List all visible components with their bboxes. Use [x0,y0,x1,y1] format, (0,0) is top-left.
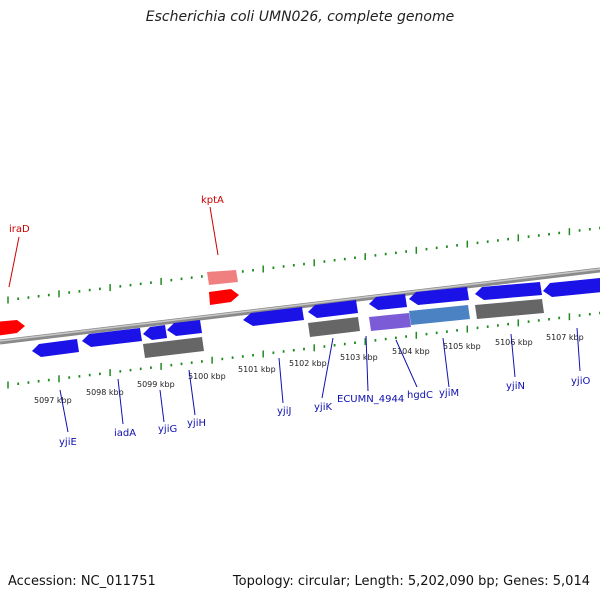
gene-label-yjiG: yjiG [158,424,177,435]
reverse-gene-yjiK[interactable] [308,300,358,318]
leader-line-yjiJ [278,357,284,404]
reverse-gene-yjiG[interactable] [143,325,167,340]
reverse-gene-yjiE[interactable] [32,339,79,357]
leader-line-hgdC [395,339,418,388]
gene-label-iadA: iadA [114,428,136,439]
leader-line-kptA [209,206,219,256]
scale-labels: 5097 kbp 5098 kbp 5099 kbp 5100 kbp 5101… [34,333,584,405]
reverse-leader-lines [59,327,581,433]
reverse-gene-yjiM[interactable] [409,287,469,305]
reverse-gene-yjiN[interactable] [475,282,542,300]
other-gene-yjiM[interactable] [409,305,470,325]
scale-label: 5100 kbp [188,372,226,381]
pseudo-gene-yjiK[interactable] [308,317,360,337]
leader-line-ECUMN_4944 [365,335,369,392]
forward-gene-kptA[interactable] [209,289,239,305]
gene-label-kptA: kptA [201,195,224,206]
pseudo-gene-yjiN[interactable] [475,299,544,319]
gene-label-hgdC: hgdC [407,390,433,401]
scale-label: 5101 kbp [238,365,276,374]
gene-label-yjiO: yjiO [571,376,590,387]
gene-label-yjiN: yjiN [506,381,525,392]
scale-label: 5097 kbp [34,396,72,405]
scale-label: 5098 kbp [86,388,124,397]
reverse-gene-labels: yjiE iadA yjiG yjiH yjiJ yjiK ECUMN_4944… [59,376,590,448]
genome-backbone [0,267,600,345]
leader-line-yjiO [576,327,581,372]
scale-label: 5103 kbp [340,353,378,362]
map-title: Escherichia coli UMN026, complete genome [145,9,455,25]
gene-label-yjiK: yjiK [314,402,332,413]
gene-label-yjiJ: yjiJ [277,406,291,417]
reverse-gene-yjiH[interactable] [167,320,202,336]
genome-summary-text: Topology: circular; Length: 5,202,090 bp… [232,574,590,589]
leader-line-iraD [8,236,20,288]
inner-tick-track [7,311,600,389]
leader-line-yjiM [442,337,450,388]
scale-label: 5107 kbp [546,333,584,342]
leader-line-yjiG [159,389,165,423]
gene-label-iraD: iraD [9,224,30,235]
reverse-gene-yjiJ[interactable] [243,307,304,326]
leader-line-yjiE [59,389,69,433]
accession-text: Accession: NC_011751 [8,574,156,589]
scale-label: 5102 kbp [289,359,327,368]
leader-line-yjiH [188,369,196,416]
gene-label-ECUMN_4944: ECUMN_4944 [337,394,404,405]
gene-label-yjiE: yjiE [59,437,77,448]
scale-label: 5106 kbp [495,338,533,347]
scale-label: 5105 kbp [443,342,481,351]
forward-gene-kptA-light[interactable] [207,270,238,285]
forward-gene-iraD[interactable] [0,320,25,336]
leader-line-iadA [117,378,124,425]
gene-label-yjiM: yjiM [439,388,459,399]
leader-line-yjiN [510,333,516,378]
gene-label-yjiH: yjiH [187,418,206,429]
reverse-gene-yjiO[interactable] [543,277,600,297]
hypothetical-gene-hgdC[interactable] [369,313,411,331]
scale-label: 5099 kbp [137,380,175,389]
genome-backbone-highlight [0,268,600,342]
reverse-gene-ECUMN_4944[interactable] [369,294,407,310]
scale-label: 5104 kbp [392,347,430,356]
pseudo-gene-yjiG-yjiH[interactable] [143,337,204,358]
reverse-gene-iadA[interactable] [82,328,142,347]
leader-line-yjiK [321,337,334,399]
